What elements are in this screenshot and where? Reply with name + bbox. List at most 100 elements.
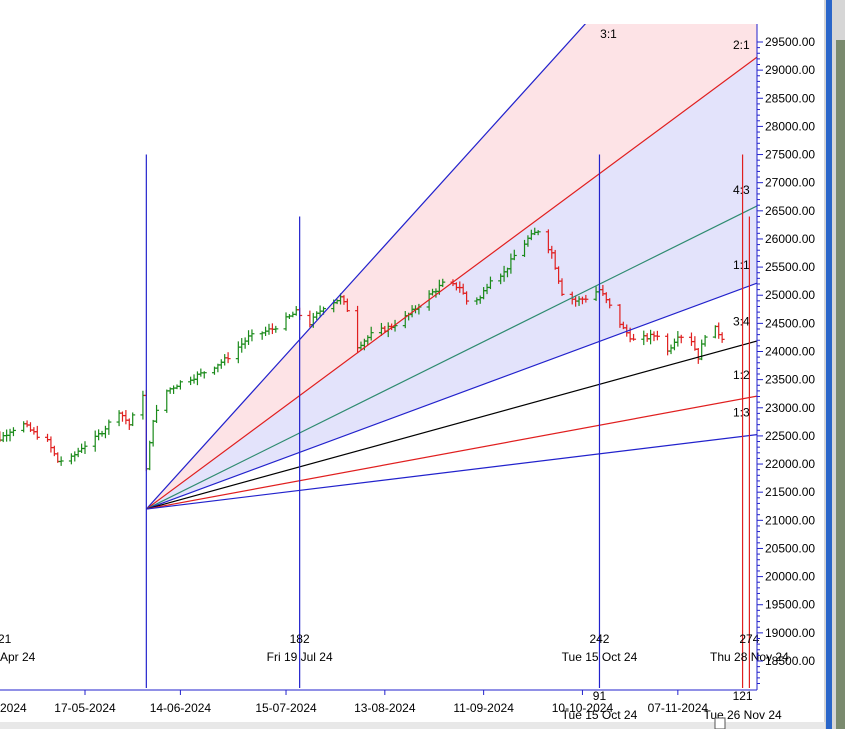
background-edge bbox=[836, 40, 845, 729]
price-bar bbox=[150, 419, 156, 447]
y-tick-label: 25000.00 bbox=[765, 288, 815, 302]
fan-label-1-3: 1:3 bbox=[733, 406, 750, 420]
price-bar bbox=[7, 428, 13, 442]
scrollbar-track bbox=[826, 0, 832, 729]
price-bar bbox=[239, 338, 245, 353]
price-bar bbox=[668, 344, 674, 355]
price-bar bbox=[607, 298, 613, 309]
price-bar bbox=[644, 333, 650, 342]
price-bar bbox=[559, 278, 565, 297]
bottom-marker-count: 91 bbox=[593, 689, 607, 703]
price-bar bbox=[535, 230, 541, 236]
fill-3-1-to-2-1 bbox=[146, 24, 757, 510]
y-tick-label: 26000.00 bbox=[765, 232, 815, 246]
x-tick-label: 2024 bbox=[0, 701, 27, 715]
marker-date-label: Fri 19 Jul 24 bbox=[267, 650, 333, 664]
price-bar bbox=[171, 385, 177, 394]
price-bar bbox=[511, 249, 517, 261]
y-tick-label: 28000.00 bbox=[765, 119, 815, 133]
y-tick-label: 19500.00 bbox=[765, 598, 815, 612]
bottom-strip bbox=[0, 722, 825, 729]
fan-line-4-3 bbox=[146, 205, 757, 510]
y-tick-label: 27500.00 bbox=[765, 148, 815, 162]
price-bar bbox=[68, 453, 74, 465]
price-bar bbox=[177, 380, 183, 390]
x-tick-label: 17-05-2024 bbox=[54, 701, 116, 715]
vertical-markers bbox=[145, 154, 750, 688]
y-tick-label: 29500.00 bbox=[765, 35, 815, 49]
price-bar bbox=[188, 376, 194, 386]
marker-count: 274 bbox=[739, 632, 759, 646]
price-bar bbox=[631, 333, 637, 341]
y-tick-label: 26500.00 bbox=[765, 204, 815, 218]
price-bar bbox=[218, 359, 224, 369]
fan-line-1-2 bbox=[146, 395, 757, 510]
y-tick-label: 24500.00 bbox=[765, 316, 815, 330]
price-bar bbox=[293, 306, 299, 316]
fan-fills bbox=[146, 24, 757, 510]
price-bar bbox=[147, 440, 153, 471]
y-tick-label: 23500.00 bbox=[765, 373, 815, 387]
price-bar bbox=[273, 325, 279, 333]
y-tick-label: 22000.00 bbox=[765, 457, 815, 471]
x-tick-label: 13-08-2024 bbox=[354, 701, 416, 715]
price-bar bbox=[675, 331, 681, 347]
price-bar bbox=[702, 335, 708, 347]
fan-label-1-1: 1:1 bbox=[733, 258, 750, 272]
price-bar bbox=[222, 354, 228, 366]
marker-count: 182 bbox=[290, 632, 310, 646]
y-tick-label: 21000.00 bbox=[765, 513, 815, 527]
y-tick-label: 24000.00 bbox=[765, 345, 815, 359]
price-bar bbox=[201, 371, 207, 379]
price-bar bbox=[34, 425, 40, 440]
y-tick-label: 29000.00 bbox=[765, 63, 815, 77]
price-bar bbox=[92, 430, 98, 452]
fan-line-3-1 bbox=[145, 24, 586, 510]
price-bar bbox=[246, 330, 252, 345]
x-tick-label: 07-11-2024 bbox=[648, 701, 709, 715]
price-bar bbox=[719, 332, 725, 343]
price-bar bbox=[665, 333, 671, 356]
price-bar bbox=[225, 352, 231, 364]
price-bar bbox=[106, 419, 112, 435]
price-bar bbox=[695, 348, 701, 364]
price-bar bbox=[716, 322, 722, 339]
price-bar bbox=[368, 326, 374, 341]
y-tick-label: 23000.00 bbox=[765, 401, 815, 415]
price-bar bbox=[164, 389, 170, 413]
price-bar bbox=[249, 329, 255, 342]
fill-2-1-to-1-1 bbox=[146, 57, 757, 510]
resize-handle bbox=[714, 717, 726, 729]
price-bar bbox=[583, 294, 589, 303]
price-bar bbox=[123, 410, 129, 425]
price-bar bbox=[82, 441, 88, 454]
price-axis: 29500.00 29000.00 28500.00 28000.00 27500.00… bbox=[756, 24, 815, 690]
price-bar bbox=[31, 427, 37, 435]
price-bars bbox=[0, 227, 725, 472]
price-bar bbox=[154, 404, 160, 424]
price-bar bbox=[75, 447, 81, 458]
gann-fan-lines bbox=[145, 24, 757, 510]
fan-label-2-1: 2:1 bbox=[733, 38, 750, 52]
date-axis: 2024 17-05-2024 14-06-2024 15-07-2024 13-08-… bbox=[0, 689, 782, 722]
y-tick-label: 19000.00 bbox=[765, 626, 815, 640]
fan-label-3-4: 3:4 bbox=[733, 314, 750, 328]
price-bar bbox=[464, 291, 470, 305]
price-bar bbox=[102, 425, 108, 439]
fan-line-3-4 bbox=[146, 340, 757, 510]
fan-line-1-3 bbox=[146, 434, 757, 510]
price-bar bbox=[283, 312, 289, 331]
fan-line-2-1 bbox=[145, 56, 757, 510]
y-tick-label: 28500.00 bbox=[765, 91, 815, 105]
price-bar bbox=[242, 337, 248, 349]
price-bar bbox=[130, 412, 136, 427]
x-tick-label: 11-09-2024 bbox=[453, 701, 514, 715]
y-tick-label: 27000.00 bbox=[765, 176, 815, 190]
left-marker-count: 21 bbox=[0, 632, 12, 646]
bottom-marker-count: 121 bbox=[733, 689, 753, 703]
price-bar bbox=[641, 330, 647, 346]
left-marker-date-label: Apr 24 bbox=[0, 650, 36, 664]
price-bar bbox=[119, 411, 125, 422]
